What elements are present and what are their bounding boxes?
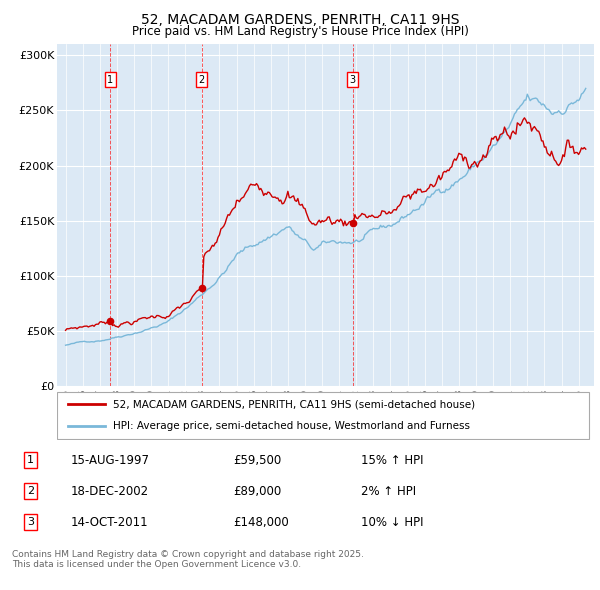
Text: 1: 1 — [107, 74, 113, 84]
Text: 3: 3 — [350, 74, 356, 84]
Text: 15-AUG-1997: 15-AUG-1997 — [70, 454, 149, 467]
Text: £59,500: £59,500 — [233, 454, 281, 467]
Text: 14-OCT-2011: 14-OCT-2011 — [70, 516, 148, 529]
Text: Contains HM Land Registry data © Crown copyright and database right 2025.
This d: Contains HM Land Registry data © Crown c… — [12, 550, 364, 569]
Text: 15% ↑ HPI: 15% ↑ HPI — [361, 454, 424, 467]
FancyBboxPatch shape — [57, 392, 589, 438]
Text: Price paid vs. HM Land Registry's House Price Index (HPI): Price paid vs. HM Land Registry's House … — [131, 25, 469, 38]
Text: £148,000: £148,000 — [233, 516, 289, 529]
Text: 1: 1 — [27, 455, 34, 465]
Text: 52, MACADAM GARDENS, PENRITH, CA11 9HS (semi-detached house): 52, MACADAM GARDENS, PENRITH, CA11 9HS (… — [113, 399, 476, 409]
Text: 18-DEC-2002: 18-DEC-2002 — [70, 484, 148, 498]
Text: £89,000: £89,000 — [233, 484, 281, 498]
Text: 52, MACADAM GARDENS, PENRITH, CA11 9HS: 52, MACADAM GARDENS, PENRITH, CA11 9HS — [141, 13, 459, 27]
Text: 3: 3 — [27, 517, 34, 527]
Text: 2% ↑ HPI: 2% ↑ HPI — [361, 484, 416, 498]
Text: 10% ↓ HPI: 10% ↓ HPI — [361, 516, 424, 529]
Text: 2: 2 — [199, 74, 205, 84]
Text: 2: 2 — [27, 486, 34, 496]
Text: HPI: Average price, semi-detached house, Westmorland and Furness: HPI: Average price, semi-detached house,… — [113, 421, 470, 431]
